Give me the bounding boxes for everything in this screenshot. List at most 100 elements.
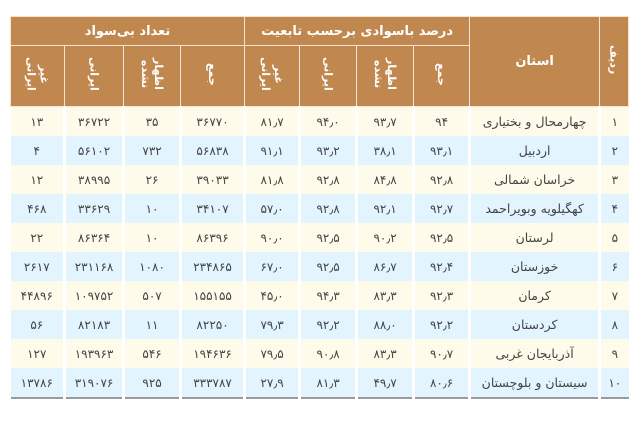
cell-index: ۴ xyxy=(598,194,629,223)
cell-literacy-iranian: ۹۴٫۰ xyxy=(298,106,357,136)
cell-literacy-undeclared: ۸۶٫۷ xyxy=(355,252,414,281)
cell-literacy-iranian: ۹۲٫۵ xyxy=(298,252,357,281)
cell-illiterate-non-iranian: ۱۳ xyxy=(10,106,65,136)
cell-literacy-total: ۹۲٫۸ xyxy=(412,165,470,194)
table-row: ۱۰ سیستان و بلوچستان ۸۰٫۶ ۴۹٫۷ ۸۱٫۳ ۲۷٫۹ ۳۳۳۷۸… xyxy=(10,368,629,399)
cell-illiterate-iranian: ۳۳۶۲۹ xyxy=(63,194,124,223)
cell-literacy-total: ۹۲٫۴ xyxy=(412,252,470,281)
subheader-total: جمع xyxy=(180,45,246,107)
header-literacy-percent: درصد باسوادی برحسب تابعیت xyxy=(244,16,471,46)
cell-literacy-iranian: ۹۲٫۲ xyxy=(298,310,357,339)
cell-illiterate-non-iranian: ۲۲ xyxy=(10,223,65,252)
table-row: ۲ اردبیل ۹۳٫۱ ۳۸٫۱ ۹۳٫۲ ۹۱٫۱ ۵۶۸۳۸ ۷۳۲ ۵۶۱۰۲ ۴ xyxy=(10,136,629,165)
cell-index: ۸ xyxy=(598,310,629,339)
literacy-table: ردیف استان درصد باسوادی برحسب تابعیت تعد… xyxy=(9,16,630,399)
cell-province: اردبیل xyxy=(468,136,600,165)
cell-literacy-undeclared: ۸۴٫۸ xyxy=(355,165,414,194)
cell-index: ۹ xyxy=(598,339,629,368)
cell-illiterate-non-iranian: ۱۳۷۸۶ xyxy=(10,368,65,399)
cell-literacy-iranian: ۸۱٫۳ xyxy=(298,368,357,399)
cell-province: آذربایجان غربی xyxy=(468,339,600,368)
cell-province: خوزستان xyxy=(468,252,600,281)
cell-literacy-total: ۹۲٫۷ xyxy=(412,194,470,223)
cell-literacy-undeclared: ۳۸٫۱ xyxy=(355,136,414,165)
cell-literacy-iranian: ۹۲٫۸ xyxy=(298,165,357,194)
cell-illiterate-total: ۳۳۳۷۸۷ xyxy=(179,368,245,399)
cell-illiterate-non-iranian: ۵۶ xyxy=(10,310,65,339)
subheader-iranian: ایرانی xyxy=(64,45,125,107)
cell-literacy-total: ۹۲٫۳ xyxy=(412,281,470,310)
cell-illiterate-non-iranian: ۴۶۸ xyxy=(10,194,65,223)
cell-illiterate-undeclared: ۵۴۶ xyxy=(122,339,181,368)
cell-province: چهارمحال و بختیاری xyxy=(468,106,600,136)
cell-literacy-non-iranian: ۹۱٫۱ xyxy=(243,136,300,165)
header-index: ردیف xyxy=(599,16,630,107)
table-row: ۶ خوزستان ۹۲٫۴ ۸۶٫۷ ۹۲٫۵ ۶۷٫۰ ۲۳۴۸۶۵ ۱۰۸۰ ۲۳۱۱۶۸… xyxy=(10,252,629,281)
cell-illiterate-iranian: ۳۶۷۲۲ xyxy=(63,106,124,136)
cell-province: سیستان و بلوچستان xyxy=(468,368,600,399)
cell-illiterate-total: ۳۹۰۳۳ xyxy=(179,165,245,194)
cell-literacy-non-iranian: ۹۰٫۰ xyxy=(243,223,300,252)
header-illiterate-count: تعداد بی‌سواد xyxy=(9,16,246,46)
cell-province: کرمان xyxy=(468,281,600,310)
cell-literacy-total: ۸۰٫۶ xyxy=(412,368,470,399)
cell-literacy-iranian: ۹۰٫۸ xyxy=(298,339,357,368)
cell-illiterate-undeclared: ۲۶ xyxy=(122,165,181,194)
cell-illiterate-undeclared: ۱۰ xyxy=(122,223,181,252)
cell-province: خراسان شمالی xyxy=(468,165,600,194)
cell-literacy-non-iranian: ۷۹٫۵ xyxy=(243,339,300,368)
cell-index: ۱ xyxy=(598,106,629,136)
cell-index: ۷ xyxy=(598,281,629,310)
cell-literacy-undeclared: ۸۳٫۳ xyxy=(355,281,414,310)
cell-illiterate-non-iranian: ۱۲۷ xyxy=(10,339,65,368)
cell-illiterate-total: ۱۵۵۱۵۵ xyxy=(179,281,245,310)
cell-literacy-undeclared: ۴۹٫۷ xyxy=(355,368,414,399)
cell-literacy-total: ۹۳٫۱ xyxy=(412,136,470,165)
cell-literacy-non-iranian: ۷۹٫۳ xyxy=(243,310,300,339)
cell-literacy-iranian: ۹۳٫۲ xyxy=(298,136,357,165)
cell-index: ۱۰ xyxy=(598,368,629,399)
cell-literacy-undeclared: ۹۲٫۱ xyxy=(355,194,414,223)
cell-literacy-total: ۹۴ xyxy=(412,106,470,136)
subheader-non-iranian: غیر ایرانی xyxy=(244,45,301,107)
cell-illiterate-iranian: ۸۶۳۶۴ xyxy=(63,223,124,252)
cell-literacy-iranian: ۹۴٫۳ xyxy=(298,281,357,310)
cell-index: ۲ xyxy=(598,136,629,165)
cell-literacy-iranian: ۹۲٫۵ xyxy=(298,223,357,252)
cell-index: ۶ xyxy=(598,252,629,281)
cell-literacy-undeclared: ۹۰٫۲ xyxy=(355,223,414,252)
cell-illiterate-iranian: ۱۹۳۹۶۳ xyxy=(63,339,124,368)
cell-illiterate-total: ۵۶۸۳۸ xyxy=(179,136,245,165)
cell-illiterate-undeclared: ۵۰۷ xyxy=(122,281,181,310)
subheader-undeclared: اظهار نشده xyxy=(356,45,415,107)
cell-illiterate-total: ۳۴۱۰۷ xyxy=(179,194,245,223)
table-row: ۳ خراسان شمالی ۹۲٫۸ ۸۴٫۸ ۹۲٫۸ ۸۱٫۸ ۳۹۰۳۳ ۲۶ ۳۸۹۹… xyxy=(10,165,629,194)
subheader-iranian: ایرانی xyxy=(299,45,358,107)
table-row: ۷ کرمان ۹۲٫۳ ۸۳٫۳ ۹۴٫۳ ۴۵٫۰ ۱۵۵۱۵۵ ۵۰۷ ۱۰۹۷۵۲ ۴۴۸… xyxy=(10,281,629,310)
table-row: ۱ چهارمحال و بختیاری ۹۴ ۹۳٫۷ ۹۴٫۰ ۸۱٫۷ ۳۶۷۷۰ ۳۵… xyxy=(10,106,629,136)
cell-illiterate-undeclared: ۷۳۲ xyxy=(122,136,181,165)
cell-literacy-non-iranian: ۲۷٫۹ xyxy=(243,368,300,399)
header-province: استان xyxy=(469,16,601,107)
cell-literacy-iranian: ۹۲٫۸ xyxy=(298,194,357,223)
table-row: ۵ لرستان ۹۲٫۵ ۹۰٫۲ ۹۲٫۵ ۹۰٫۰ ۸۶۳۹۶ ۱۰ ۸۶۳۶۴ ۲۲ xyxy=(10,223,629,252)
subheader-undeclared: اظهار نشده xyxy=(123,45,182,107)
cell-illiterate-non-iranian: ۲۶۱۷ xyxy=(10,252,65,281)
cell-literacy-non-iranian: ۸۱٫۷ xyxy=(243,106,300,136)
table-row: ۹ آذربایجان غربی ۹۰٫۷ ۸۳٫۳ ۹۰٫۸ ۷۹٫۵ ۱۹۴۶۳۶ ۵۴۶… xyxy=(10,339,629,368)
cell-illiterate-total: ۸۶۳۹۶ xyxy=(179,223,245,252)
subheader-total: جمع xyxy=(413,45,471,107)
cell-illiterate-non-iranian: ۱۲ xyxy=(10,165,65,194)
cell-literacy-undeclared: ۹۳٫۷ xyxy=(355,106,414,136)
cell-illiterate-non-iranian: ۴۴۸۹۶ xyxy=(10,281,65,310)
cell-illiterate-iranian: ۵۶۱۰۲ xyxy=(63,136,124,165)
cell-province: لرستان xyxy=(468,223,600,252)
cell-illiterate-iranian: ۳۱۹۰۷۶ xyxy=(63,368,124,399)
subheader-non-iranian: غیر ایرانی xyxy=(9,45,66,107)
cell-illiterate-undeclared: ۳۵ xyxy=(122,106,181,136)
cell-province: کهگیلویه وبویراحمد xyxy=(468,194,600,223)
cell-illiterate-undeclared: ۱۱ xyxy=(122,310,181,339)
cell-literacy-non-iranian: ۸۱٫۸ xyxy=(243,165,300,194)
cell-literacy-non-iranian: ۶۷٫۰ xyxy=(243,252,300,281)
cell-literacy-undeclared: ۸۳٫۳ xyxy=(355,339,414,368)
